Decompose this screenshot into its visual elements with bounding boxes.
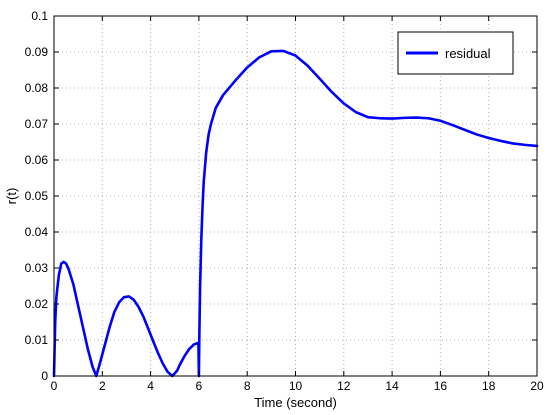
x-tick-label: 2 xyxy=(99,379,106,393)
axis-ticks: 0 2 4 6 8 10 12 14 16 18 20 0 0.01 0.02 0.03 0.04 0.05 0.… xyxy=(25,9,544,393)
y-tick-label: 0.07 xyxy=(25,117,49,131)
x-tick-label: 14 xyxy=(385,379,399,393)
legend: residual xyxy=(397,31,514,75)
grid-lines xyxy=(54,16,537,376)
y-tick-label: 0.05 xyxy=(25,189,49,203)
y-axis-label: r(t) xyxy=(4,188,19,205)
x-tick-label: 10 xyxy=(289,379,303,393)
x-tick-label: 20 xyxy=(530,379,544,393)
x-tick-label: 18 xyxy=(482,379,496,393)
y-tick-label: 0.04 xyxy=(25,225,49,239)
y-tick-label: 0.01 xyxy=(25,333,49,347)
x-tick-label: 0 xyxy=(51,379,58,393)
legend-entry-residual: residual xyxy=(445,46,491,61)
y-tick-label: 0 xyxy=(41,369,48,383)
x-tick-label: 4 xyxy=(147,379,154,393)
y-tick-label: 0.06 xyxy=(25,153,49,167)
y-tick-label: 0.02 xyxy=(25,297,49,311)
x-tick-label: 16 xyxy=(434,379,448,393)
x-tick-label: 6 xyxy=(196,379,203,393)
y-tick-label: 0.09 xyxy=(25,45,49,59)
y-tick-label: 0.08 xyxy=(25,81,49,95)
x-tick-label: 12 xyxy=(337,379,351,393)
y-tick-label: 0.1 xyxy=(31,9,48,23)
x-axis-label: Time (second) xyxy=(254,395,337,410)
x-tick-label: 8 xyxy=(244,379,251,393)
y-tick-label: 0.03 xyxy=(25,261,49,275)
